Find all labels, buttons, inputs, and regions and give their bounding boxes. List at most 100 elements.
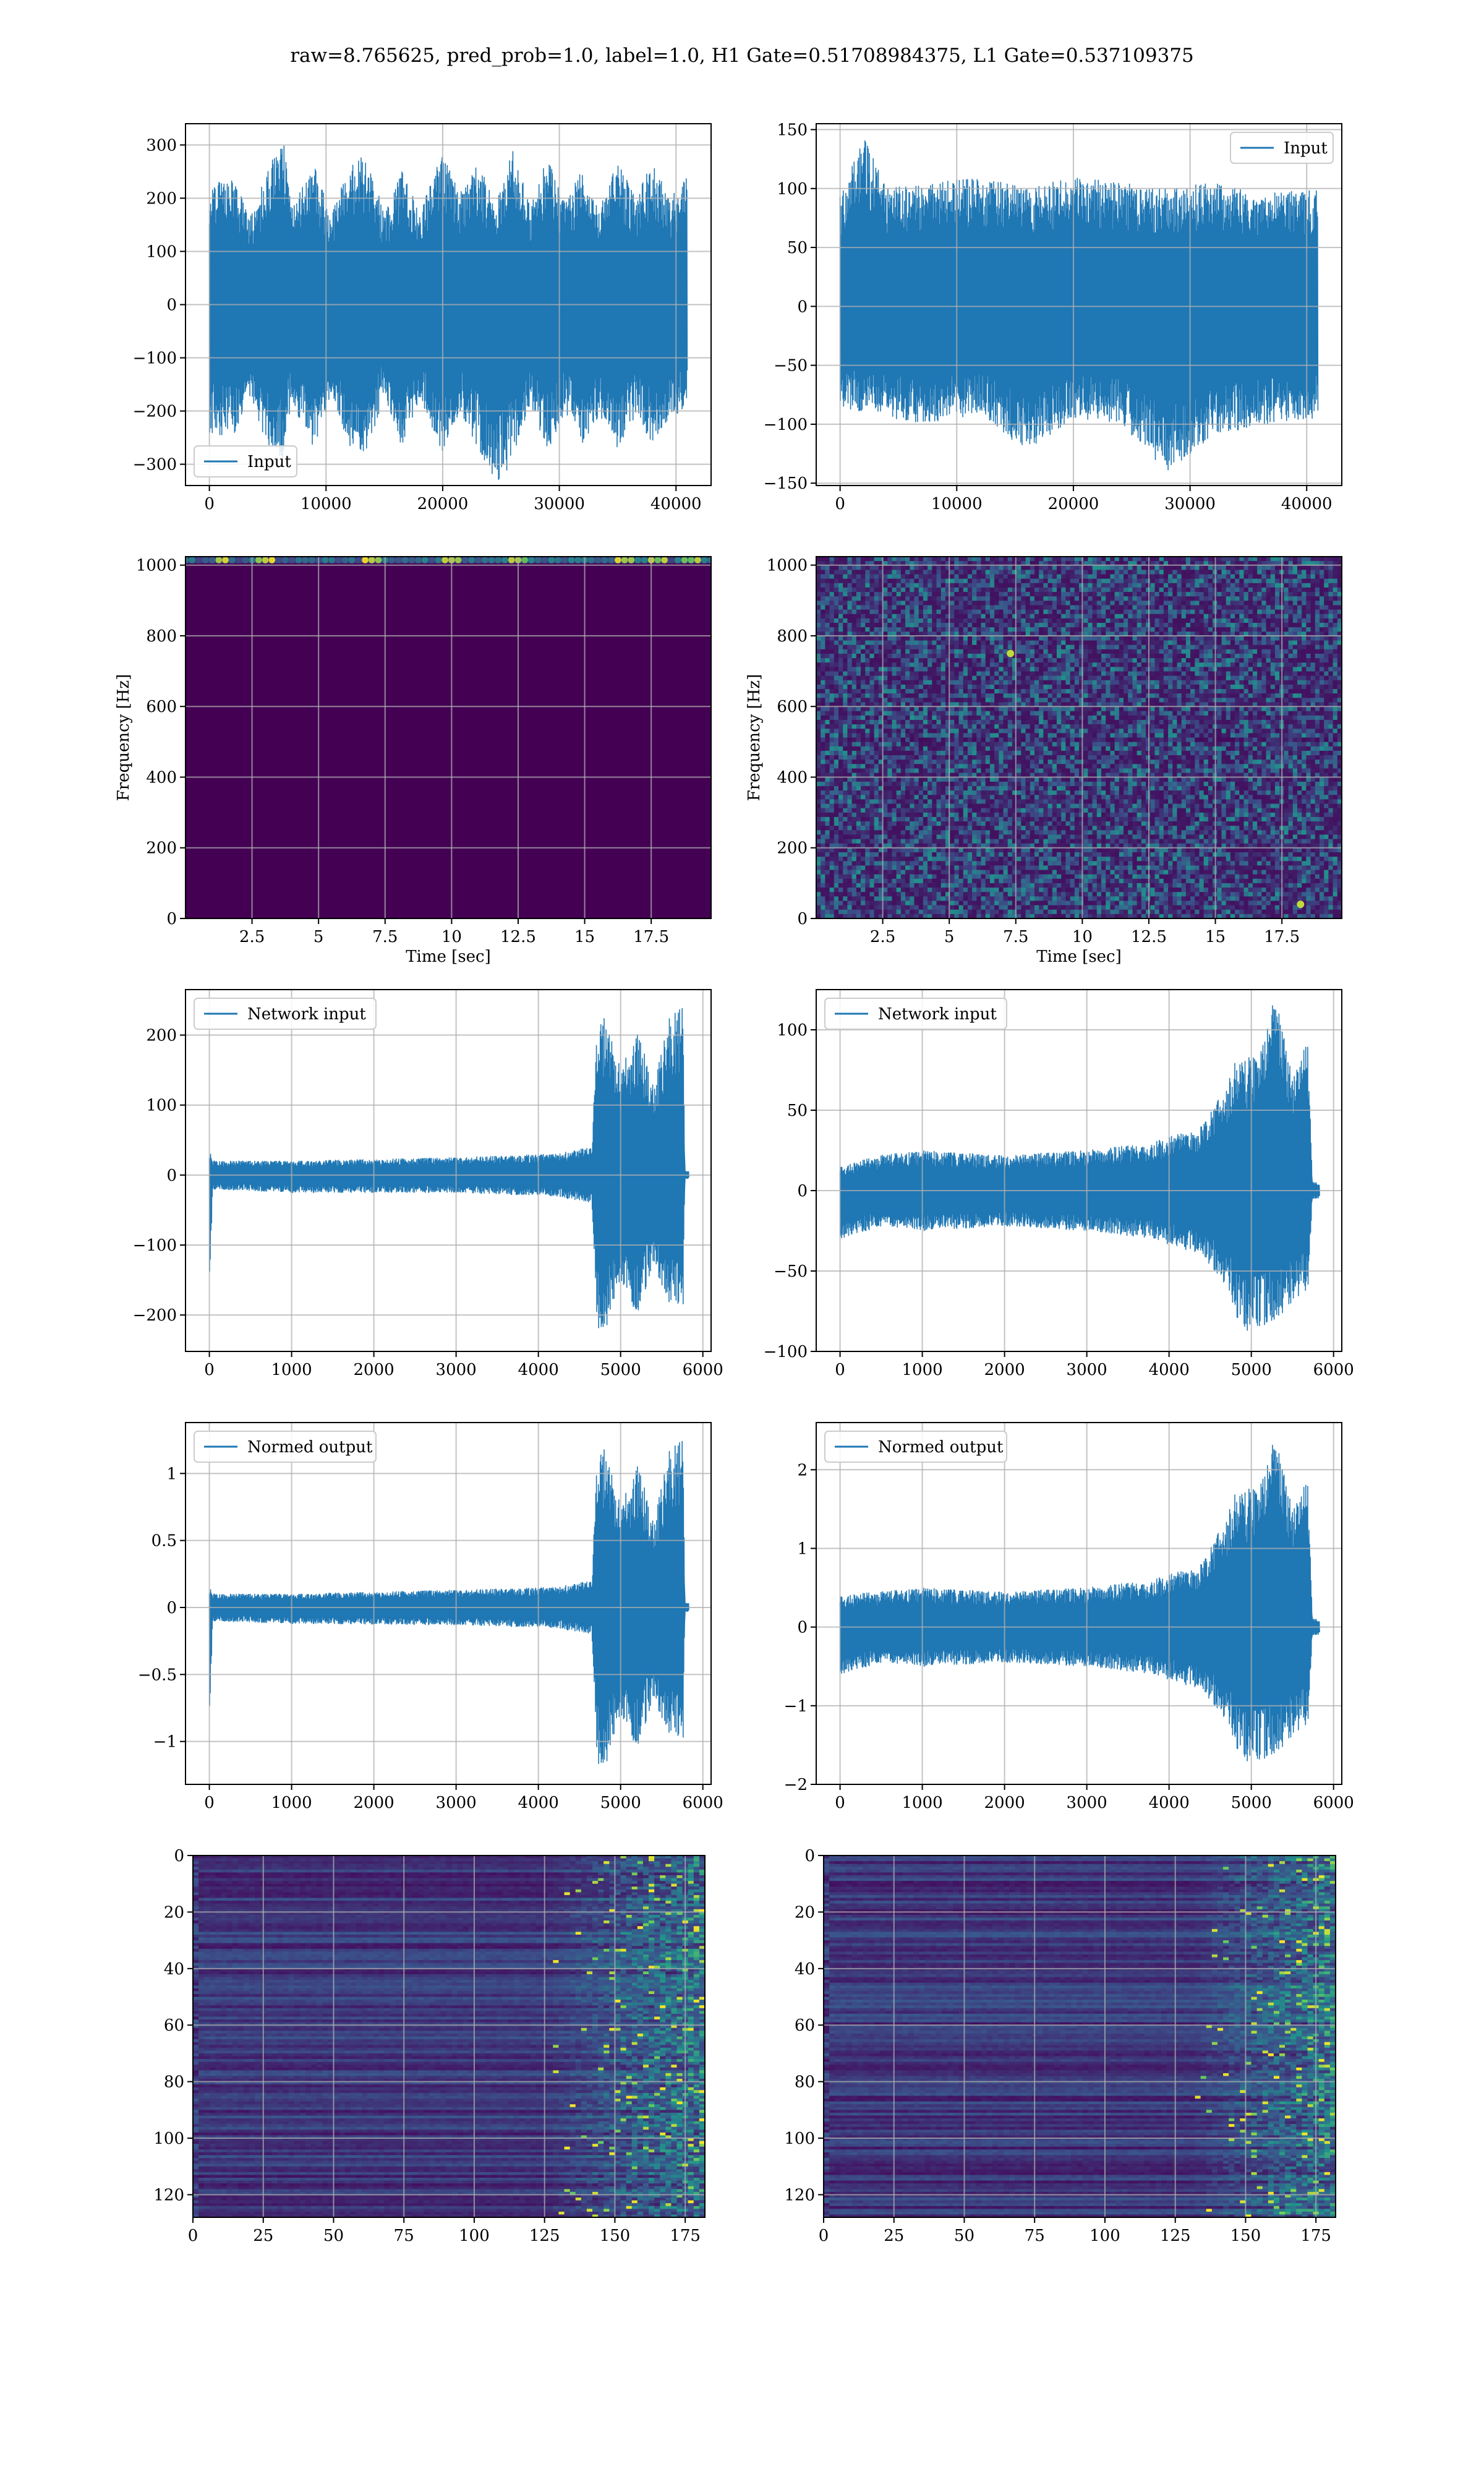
spectrogram-left-plot-area bbox=[186, 557, 711, 918]
normed-output-left-series-band bbox=[209, 1504, 689, 1708]
normed-output-right-xtick-label-4: 4000 bbox=[1149, 1794, 1190, 1812]
network-input-right-xtick-label-3: 3000 bbox=[1067, 1361, 1107, 1379]
input-left-xtick-label-2: 20000 bbox=[417, 495, 469, 513]
normed-output-left-xtick-label-3: 3000 bbox=[436, 1794, 477, 1812]
input-right-xtick-label-1: 10000 bbox=[931, 495, 983, 513]
normed-output-right-legend-label: Normed output bbox=[878, 1438, 1004, 1457]
spectrogram-left-xtick-label-5: 15 bbox=[574, 928, 595, 946]
spectrogram-right-xtick-label-2: 7.5 bbox=[1003, 928, 1028, 946]
network-input-left-xtick-label-1: 1000 bbox=[271, 1361, 312, 1379]
normed-output-right-ytick-label-4: 2 bbox=[797, 1461, 808, 1479]
normed-output-left-ytick-label-2: 0 bbox=[166, 1599, 177, 1617]
heatmap-left-ytick-label-2: 40 bbox=[164, 1960, 184, 1979]
normed-output-right-xtick-label-2: 2000 bbox=[984, 1794, 1025, 1812]
spectrogram-right-ytick-label-3: 600 bbox=[777, 698, 808, 716]
network-input-left-xtick-label-4: 4000 bbox=[518, 1361, 559, 1379]
heatmap-left-xtick-label-0: 0 bbox=[188, 2227, 198, 2245]
network-input-right-ytick-label-2: 0 bbox=[797, 1182, 808, 1201]
heatmap-left-xtick-label-3: 75 bbox=[394, 2227, 414, 2245]
spectrogram-right-xtick-label-5: 15 bbox=[1205, 928, 1226, 946]
input-right-legend-label: Input bbox=[1284, 139, 1328, 158]
input-left-ytick-label-3: 0 bbox=[166, 296, 177, 315]
spectrogram-left-ytick-label-4: 800 bbox=[146, 627, 177, 646]
spectrogram-right-xtick-label-0: 2.5 bbox=[870, 928, 895, 946]
spectrogram-right-ytick-label-5: 1000 bbox=[767, 557, 808, 575]
network-input-right-xtick-label-5: 5000 bbox=[1231, 1361, 1272, 1379]
normed-output-left-legend-label: Normed output bbox=[247, 1438, 373, 1457]
spectrogram-right-hot-spot-0 bbox=[1007, 649, 1015, 657]
input-right-ytick-label-2: −50 bbox=[774, 357, 808, 375]
normed-output-right-ytick-label-0: −2 bbox=[784, 1776, 808, 1794]
normed-output-left-xtick-label-2: 2000 bbox=[354, 1794, 394, 1812]
heatmap-left-panel: 0 25 50 75 100 125 150 175 0 20 40 60 80 100 120 bbox=[153, 1847, 706, 2245]
network-input-left-ytick-label-3: 100 bbox=[146, 1097, 177, 1115]
heatmap-left-axes-frame bbox=[192, 1855, 706, 2218]
heatmap-right-ytick-label-4: 80 bbox=[795, 2073, 815, 2092]
normed-output-left-axes-frame bbox=[185, 1422, 712, 1785]
input-right-xtick-label-3: 30000 bbox=[1164, 495, 1216, 513]
heatmap-right-ytick-label-6: 120 bbox=[784, 2186, 815, 2204]
normed-output-left-ytick-label-0: −1 bbox=[153, 1733, 177, 1752]
normed-output-left-xtick-label-5: 5000 bbox=[600, 1794, 641, 1812]
input-left-legend-label: Input bbox=[247, 453, 291, 471]
network-input-right-ytick-label-0: −100 bbox=[764, 1343, 808, 1361]
heatmap-right-ytick-label-2: 40 bbox=[795, 1960, 815, 1979]
network-input-right-ytick-label-1: −50 bbox=[774, 1262, 808, 1281]
heatmap-right-ytick-label-0: 0 bbox=[804, 1847, 815, 1865]
input-left-ytick-label-0: −300 bbox=[133, 456, 177, 474]
input-left-plot-area bbox=[208, 145, 688, 480]
network-input-right-xtick-label-2: 2000 bbox=[984, 1361, 1025, 1379]
spectrogram-left-background bbox=[186, 557, 711, 918]
normed-output-right-legend: Normed output bbox=[824, 1431, 1007, 1463]
input-left-xtick-label-4: 40000 bbox=[650, 495, 702, 513]
input-left-xtick-label-3: 30000 bbox=[534, 495, 585, 513]
spectrogram-right-axes-frame bbox=[816, 556, 1342, 919]
network-input-right-panel: 0 1000 2000 3000 4000 5000 6000 −100 −50 0 50 100 Ne… bbox=[764, 989, 1354, 1379]
input-right-xtick-label-0: 0 bbox=[835, 495, 845, 513]
heatmap-right-plot-area bbox=[824, 1856, 1336, 2217]
normed-output-right-xtick-label-6: 6000 bbox=[1313, 1794, 1354, 1812]
spectrogram-left-ytick-label-3: 600 bbox=[146, 698, 177, 716]
normed-output-right-series-band bbox=[840, 1509, 1320, 1713]
normed-output-right-ytick-label-2: 0 bbox=[797, 1619, 808, 1637]
spectrogram-right-ytick-label-0: 0 bbox=[797, 910, 808, 928]
heatmap-right-panel: 0 25 50 75 100 125 150 175 0 20 40 60 80 100 120 bbox=[784, 1847, 1336, 2245]
input-left-ytick-label-5: 200 bbox=[146, 189, 177, 208]
heatmap-left-xtick-label-4: 100 bbox=[459, 2227, 490, 2245]
input-left-ytick-label-4: 100 bbox=[146, 242, 177, 261]
network-input-left-ytick-label-0: −200 bbox=[133, 1306, 177, 1325]
spectrogram-right-xtick-label-4: 12.5 bbox=[1131, 928, 1167, 946]
normed-output-right-xtick-label-5: 5000 bbox=[1231, 1794, 1272, 1812]
figure-suptitle: raw=8.765625, pred_prob=1.0, label=1.0, … bbox=[290, 45, 1194, 67]
input-right-xtick-label-4: 40000 bbox=[1281, 495, 1333, 513]
input-right-panel: 0 10000 20000 30000 40000 −150 −100 −50 0 50 100 15… bbox=[764, 121, 1342, 513]
normed-output-left-xtick-label-1: 1000 bbox=[271, 1794, 312, 1812]
network-input-left-xtick-label-5: 5000 bbox=[600, 1361, 641, 1379]
network-input-right-ytick-label-4: 100 bbox=[777, 1021, 808, 1040]
spectrogram-left-xtick-label-2: 7.5 bbox=[372, 928, 398, 946]
heatmap-right-xtick-label-7: 175 bbox=[1300, 2227, 1331, 2245]
spectrogram-left-xtick-label-3: 10 bbox=[441, 928, 462, 946]
input-right-series-band bbox=[840, 201, 1318, 409]
normed-output-left-ytick-label-1: −0.5 bbox=[138, 1666, 177, 1684]
spectrogram-right-ylabel: Frequency [Hz] bbox=[745, 674, 764, 802]
network-input-right-xtick-label-6: 6000 bbox=[1313, 1361, 1354, 1379]
normed-output-right-legend-box bbox=[824, 1431, 1007, 1463]
spectrogram-left-panel: 2.5 5 7.5 10 12.5 15 17.5 0 200 400 600 800 1000 Time… bbox=[114, 556, 712, 966]
normed-output-left-legend-box bbox=[194, 1431, 377, 1463]
heatmap-right-ytick-label-3: 60 bbox=[795, 2016, 815, 2035]
input-right-axes-frame bbox=[816, 123, 1342, 486]
heatmap-right-xtick-label-3: 75 bbox=[1025, 2227, 1045, 2245]
spectrogram-left-ytick-label-1: 200 bbox=[146, 839, 177, 858]
normed-output-right-xtick-label-0: 0 bbox=[835, 1794, 845, 1812]
normed-output-left-xtick-label-0: 0 bbox=[204, 1794, 215, 1812]
network-input-right-xtick-label-0: 0 bbox=[835, 1361, 845, 1379]
heatmap-right-xtick-label-0: 0 bbox=[819, 2227, 829, 2245]
heatmap-left-xtick-label-5: 125 bbox=[529, 2227, 560, 2245]
spectrogram-left-axes-frame bbox=[185, 556, 712, 919]
normed-output-left-ytick-label-4: 1 bbox=[166, 1465, 177, 1483]
network-input-right-xtick-label-1: 1000 bbox=[902, 1361, 943, 1379]
normed-output-right-ytick-label-1: −1 bbox=[784, 1697, 808, 1716]
heatmap-left-ytick-label-1: 20 bbox=[164, 1903, 184, 1922]
spectrogram-right-xtick-label-6: 17.5 bbox=[1264, 928, 1300, 946]
